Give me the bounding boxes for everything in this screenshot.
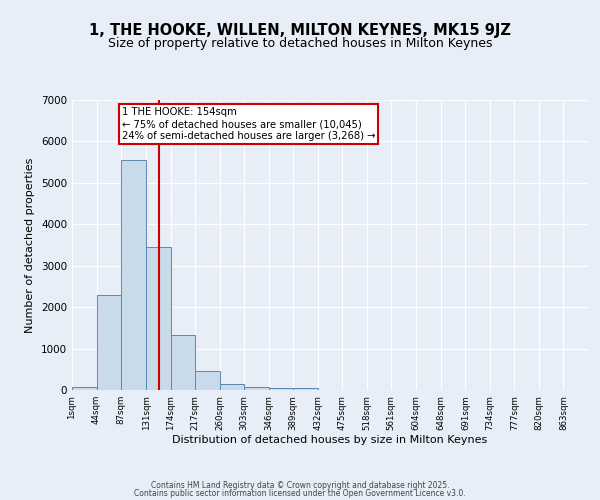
Text: 1, THE HOOKE, WILLEN, MILTON KEYNES, MK15 9JZ: 1, THE HOOKE, WILLEN, MILTON KEYNES, MK1… [89, 22, 511, 38]
X-axis label: Distribution of detached houses by size in Milton Keynes: Distribution of detached houses by size … [172, 436, 488, 446]
Bar [293, 388, 318, 390]
Y-axis label: Number of detached properties: Number of detached properties [25, 158, 35, 332]
Bar [121, 160, 146, 390]
Text: Contains HM Land Registry data © Crown copyright and database right 2025.: Contains HM Land Registry data © Crown c… [151, 481, 449, 490]
Text: 1 THE HOOKE: 154sqm
← 75% of detached houses are smaller (10,045)
24% of semi-de: 1 THE HOOKE: 154sqm ← 75% of detached ho… [122, 108, 375, 140]
Bar [220, 384, 244, 390]
Bar [269, 388, 293, 390]
Bar [97, 294, 121, 390]
Bar [72, 387, 97, 390]
Bar [195, 370, 220, 390]
Text: Contains public sector information licensed under the Open Government Licence v3: Contains public sector information licen… [134, 488, 466, 498]
Text: Size of property relative to detached houses in Milton Keynes: Size of property relative to detached ho… [108, 38, 492, 51]
Bar [146, 247, 170, 390]
Bar [170, 336, 195, 390]
Bar [244, 387, 269, 390]
